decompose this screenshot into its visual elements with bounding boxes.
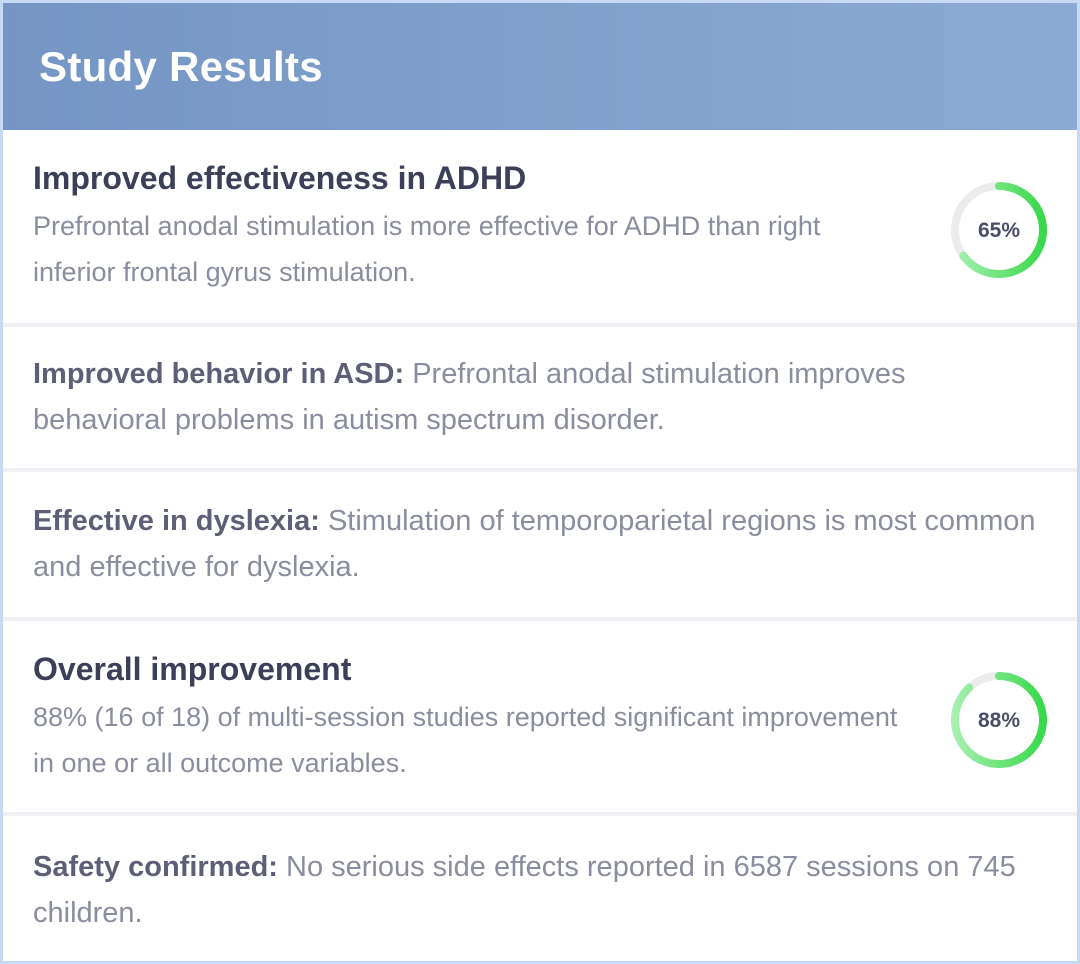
result-adhd: Improved effectiveness in ADHD Prefronta… bbox=[3, 130, 1077, 323]
result-text: No serious side effects reported in 6587… bbox=[33, 851, 1016, 929]
card-header: Study Results bbox=[3, 3, 1077, 130]
ring-label: 65% bbox=[978, 219, 1020, 242]
result-text: Prefrontal anodal stimulation improves b… bbox=[33, 358, 906, 436]
result-title: Overall improvement bbox=[33, 651, 352, 687]
result-text: Stimulation of temporoparietal regions i… bbox=[33, 505, 1036, 583]
result-lead: Safety confirmed: bbox=[33, 851, 278, 883]
result-overall: Overall improvement 88% (16 of 18) of mu… bbox=[3, 621, 1077, 812]
result-text: 88% (16 of 18) of multi-session studies … bbox=[33, 702, 898, 778]
result-title: Improved effectiveness in ADHD bbox=[33, 160, 527, 196]
result-lead: Effective in dyslexia: bbox=[33, 505, 320, 537]
progress-ring-65: 65% bbox=[951, 182, 1047, 278]
progress-ring-88: 88% bbox=[951, 672, 1047, 768]
result-dyslexia: Effective in dyslexia: Stimulation of te… bbox=[3, 472, 1077, 617]
card-title: Study Results bbox=[39, 42, 323, 90]
ring-label: 88% bbox=[978, 709, 1020, 732]
result-safety: Safety confirmed: No serious side effect… bbox=[3, 816, 1077, 961]
result-text: Prefrontal anodal stimulation is more ef… bbox=[33, 211, 821, 287]
ring-progress bbox=[951, 182, 1047, 278]
ring-progress bbox=[951, 672, 1047, 768]
result-asd: Improved behavior in ASD: Prefrontal ano… bbox=[3, 327, 1077, 468]
result-lead: Improved behavior in ASD: bbox=[33, 358, 405, 390]
